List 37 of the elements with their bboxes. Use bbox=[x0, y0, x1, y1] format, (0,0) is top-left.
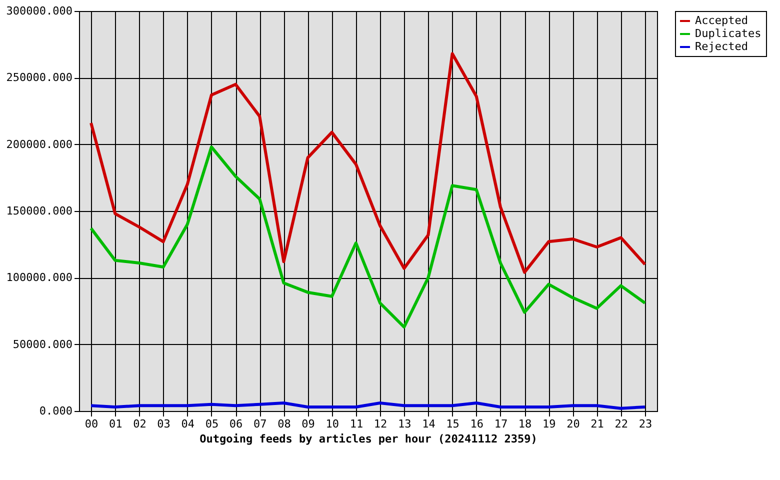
x-tick-label: 00 bbox=[84, 418, 98, 430]
line-series bbox=[90, 146, 646, 328]
x-tick-label: 03 bbox=[157, 418, 170, 430]
x-tick-label: 20 bbox=[566, 418, 580, 430]
x-tick-label: 16 bbox=[470, 418, 484, 430]
y-tick-label: 250000.000 bbox=[6, 71, 72, 84]
y-tick-label: 0.000 bbox=[39, 404, 72, 418]
x-tick-label: 10 bbox=[326, 418, 339, 430]
x-tick-label: 17 bbox=[494, 418, 508, 430]
x-tick-label: 11 bbox=[350, 418, 364, 430]
x-axis-title: Outgoing feeds by articles per hour (20241112 2359) bbox=[200, 432, 538, 446]
x-tick-label: 06 bbox=[229, 418, 243, 430]
x-tick-label: 08 bbox=[278, 418, 291, 430]
legend-label: Duplicates bbox=[695, 27, 762, 40]
x-tick-label: 02 bbox=[133, 418, 146, 430]
legend-label: Rejected bbox=[695, 40, 748, 53]
x-tick-label: 12 bbox=[374, 418, 388, 430]
x-tick-label: 05 bbox=[205, 418, 219, 430]
x-tick-label: 19 bbox=[542, 418, 556, 430]
y-tick-label: 100000.000 bbox=[6, 271, 72, 284]
x-tick-label: 18 bbox=[518, 418, 532, 430]
legend-label: Accepted bbox=[695, 14, 748, 27]
x-tick-label: 01 bbox=[109, 418, 122, 430]
x-tick-label: 09 bbox=[302, 418, 315, 430]
x-tick-label: 22 bbox=[614, 418, 628, 430]
x-tick-label: 21 bbox=[590, 418, 604, 430]
x-tick-label: 13 bbox=[398, 418, 412, 430]
y-tick-label: 200000.000 bbox=[6, 138, 72, 151]
y-tick-label: 50000.000 bbox=[12, 338, 72, 351]
x-tick-label: 04 bbox=[181, 418, 195, 430]
x-tick-label: 23 bbox=[638, 418, 652, 430]
y-tick-label: 300000.000 bbox=[6, 4, 72, 18]
x-tick-label: 07 bbox=[254, 418, 267, 430]
y-tick-label: 150000.000 bbox=[6, 204, 72, 218]
x-tick-label: 15 bbox=[446, 418, 460, 430]
line-series bbox=[90, 52, 646, 274]
x-tick-label: 14 bbox=[422, 418, 436, 430]
